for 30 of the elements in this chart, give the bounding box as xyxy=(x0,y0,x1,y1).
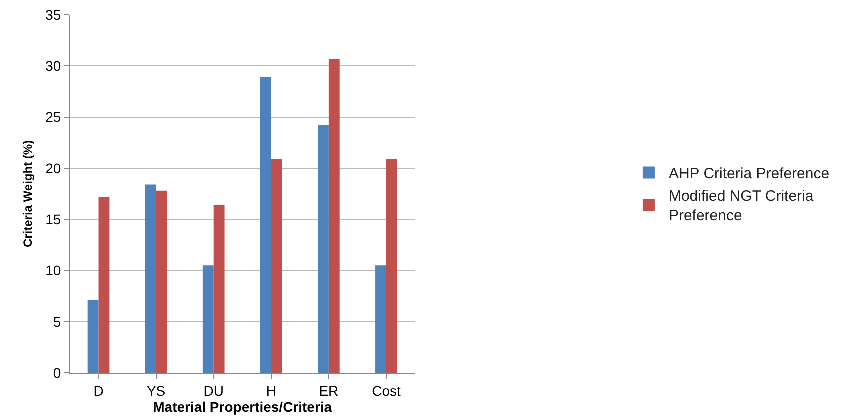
x-tick-label: DU xyxy=(204,382,224,399)
bar xyxy=(260,77,272,373)
y-tick-label: 20 xyxy=(46,160,62,176)
y-tick-label: 0 xyxy=(53,364,62,381)
bar xyxy=(202,266,214,373)
y-axis-title: Criteria Weight (%) xyxy=(20,140,35,248)
x-tick-label: ER xyxy=(319,382,339,399)
x-axis-title: Material Properties/Criteria xyxy=(153,399,332,416)
legend-label: Modified NGT Criteria Preference xyxy=(668,188,814,225)
x-tick-label: D xyxy=(94,382,104,399)
y-tick-label: 15 xyxy=(46,211,62,228)
bar xyxy=(88,300,99,373)
x-tick-label: YS xyxy=(146,382,166,399)
legend-label: AHP Criteria Preference xyxy=(668,166,830,183)
x-tick-label: H xyxy=(266,382,276,399)
bar xyxy=(98,197,110,373)
y-tick-label: 5 xyxy=(53,314,62,330)
bar xyxy=(156,190,168,373)
y-tick-label: 35 xyxy=(46,6,62,23)
x-tick-label: Cost xyxy=(372,382,401,399)
bar xyxy=(271,159,282,373)
bar xyxy=(145,184,156,373)
bar xyxy=(386,159,398,373)
bar xyxy=(376,266,386,373)
y-tick-label: 25 xyxy=(46,109,62,126)
bar xyxy=(318,125,329,373)
y-tick-label: 10 xyxy=(46,262,62,279)
bar xyxy=(328,58,340,373)
y-tick-label: 30 xyxy=(46,58,62,74)
bar xyxy=(214,205,225,373)
